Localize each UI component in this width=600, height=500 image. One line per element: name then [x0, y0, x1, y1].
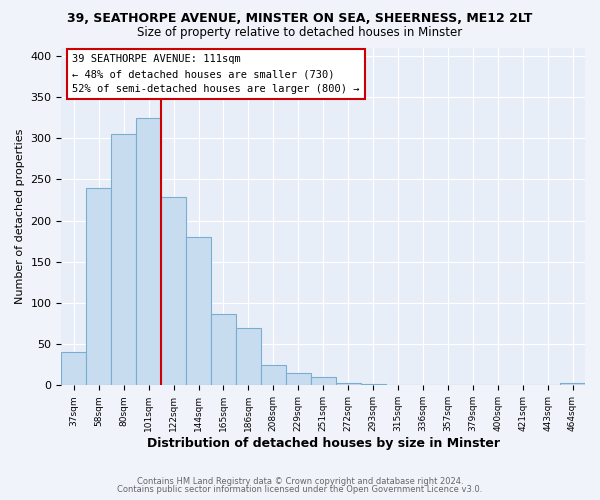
Bar [335, 383, 361, 386]
Text: Contains public sector information licensed under the Open Government Licence v3: Contains public sector information licen… [118, 485, 482, 494]
Text: 39 SEATHORPE AVENUE: 111sqm
← 48% of detached houses are smaller (730)
52% of se: 39 SEATHORPE AVENUE: 111sqm ← 48% of det… [72, 54, 359, 94]
Text: Size of property relative to detached houses in Minster: Size of property relative to detached ho… [137, 26, 463, 39]
Bar [361, 384, 386, 386]
Bar [236, 328, 261, 386]
Bar [186, 237, 211, 386]
Bar [111, 134, 136, 386]
Bar [61, 352, 86, 386]
Y-axis label: Number of detached properties: Number of detached properties [15, 128, 25, 304]
Text: Contains HM Land Registry data © Crown copyright and database right 2024.: Contains HM Land Registry data © Crown c… [137, 477, 463, 486]
Bar [211, 314, 236, 386]
Text: 39, SEATHORPE AVENUE, MINSTER ON SEA, SHEERNESS, ME12 2LT: 39, SEATHORPE AVENUE, MINSTER ON SEA, SH… [67, 12, 533, 26]
Bar [261, 364, 286, 386]
Bar [560, 383, 585, 386]
Bar [386, 384, 410, 386]
Bar [311, 377, 335, 386]
Bar [410, 384, 436, 386]
Bar [286, 373, 311, 386]
Bar [436, 384, 460, 386]
Bar [161, 198, 186, 386]
Bar [136, 118, 161, 386]
Bar [86, 188, 111, 386]
X-axis label: Distribution of detached houses by size in Minster: Distribution of detached houses by size … [147, 437, 500, 450]
